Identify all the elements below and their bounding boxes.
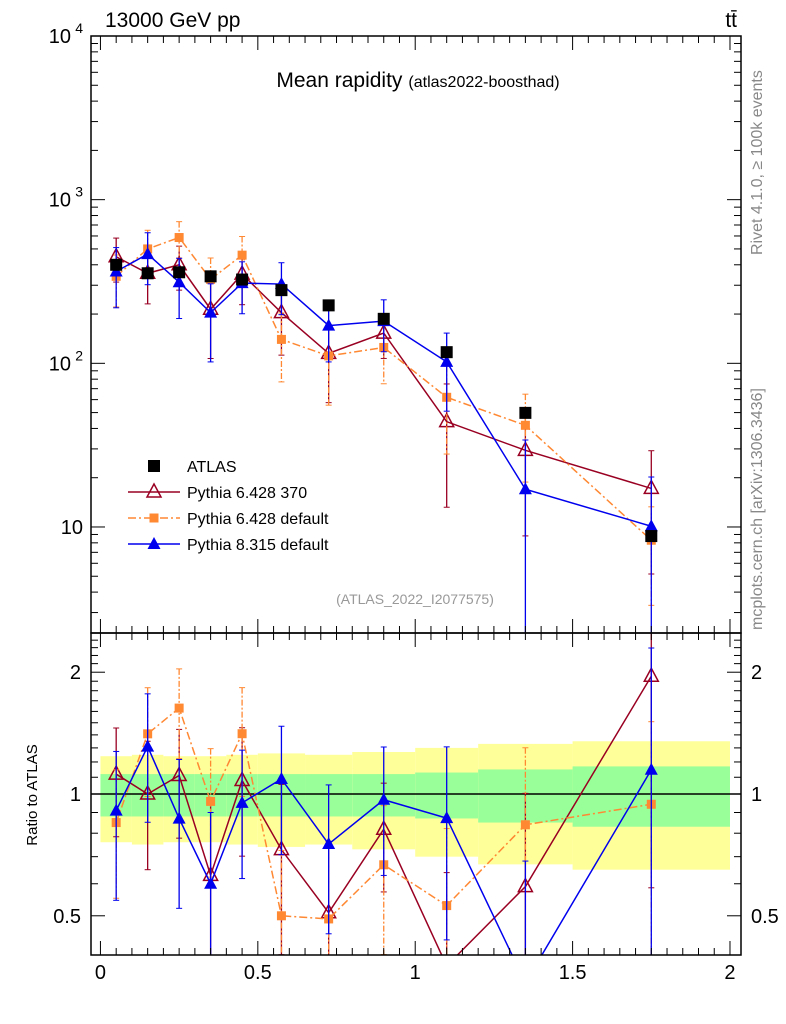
title-sub: (atlas2022-boosthad) [408, 74, 559, 91]
series-line-ratio [115, 706, 652, 920]
ratio-point [440, 811, 454, 824]
y-tick-label: 10 [49, 190, 71, 212]
data-point [322, 299, 335, 312]
legend-label: Pythia 8.315 default [187, 537, 329, 554]
header-left: 13000 GeV pp [105, 9, 240, 32]
data-point [110, 258, 123, 271]
y-tick-label: 10 [49, 353, 71, 375]
legend-marker [148, 460, 160, 472]
data-point [204, 305, 218, 318]
data-point [322, 318, 336, 331]
data-point [236, 273, 249, 286]
ratio-point [322, 837, 336, 850]
data-point [520, 420, 530, 430]
data-point [172, 275, 186, 288]
legend-entry: ATLAS [148, 459, 237, 476]
watermark: (ATLAS_2022_I2077575) [336, 591, 494, 607]
ratio-point [141, 739, 155, 752]
data-point [645, 530, 658, 543]
data-point [275, 284, 288, 297]
legend-marker [149, 513, 159, 523]
legend-label: Pythia 6.428 default [187, 511, 329, 528]
ratio-point [235, 795, 249, 808]
y-tick-exponent: 4 [75, 20, 83, 36]
ratio-point [520, 820, 530, 830]
data-point [644, 519, 658, 532]
y-tick-exponent: 2 [75, 347, 83, 363]
x-tick-label: 2 [724, 962, 735, 984]
legend-label: Pythia 6.428 370 [187, 485, 307, 502]
legend: ATLAS Pythia 6.428 370 Pythia 6.428 defaul… [128, 459, 329, 554]
ratio-point [206, 796, 216, 806]
ratio-point [204, 876, 218, 889]
data-point [440, 354, 454, 367]
data-point [276, 334, 286, 344]
mcplots-label: mcplots.cern.ch [arXiv:1306.3436] [749, 388, 766, 630]
data-point [440, 346, 453, 359]
y-tick-exponent: 3 [75, 184, 83, 200]
rivet-label: Rivet 4.1.0, ≥ 100k events [749, 70, 766, 255]
ratio-point [172, 811, 186, 824]
legend-entry: Pythia 6.428 370 [128, 482, 307, 502]
data-point [519, 406, 532, 419]
ratio-point [109, 803, 123, 816]
chart-title: Mean rapidity (atlas2022-boosthad) [276, 69, 559, 92]
data-point [518, 482, 532, 495]
x-tick-label: 1 [410, 962, 421, 984]
legend-entry: Pythia 8.315 default [128, 537, 329, 554]
y-tick-label: 10 [61, 517, 83, 539]
x-tick-label: 0.5 [244, 962, 272, 984]
title-main: Mean rapidity [276, 69, 403, 92]
data-point [377, 312, 390, 325]
data-point [204, 270, 217, 283]
legend-label: ATLAS [187, 459, 237, 476]
header-right: tt̄ [725, 9, 737, 32]
x-tick-label: 1.5 [559, 962, 587, 984]
ratio-tick-label: 1 [70, 784, 81, 806]
ratio-point [237, 729, 247, 739]
ratio-point [274, 771, 288, 784]
data-marks [107, 221, 660, 955]
legend-entry: Pythia 6.428 default [128, 511, 329, 528]
y-tick-label: 10 [49, 26, 71, 48]
ratio-point [276, 911, 286, 921]
data-point [173, 266, 186, 279]
data-point [141, 267, 154, 280]
ratio-tick-label: 0.5 [53, 906, 81, 928]
ratio-tick-label: 2 [70, 662, 81, 684]
ratio-tick-label: 2 [751, 662, 762, 684]
data-point [174, 233, 184, 243]
legend-marker [147, 537, 161, 549]
ratio-tick-label: 0.5 [751, 906, 779, 928]
main-panel-marks [107, 221, 660, 633]
x-tick-label: 0 [95, 962, 106, 984]
legend-marker [145, 482, 163, 498]
ratio-point [377, 792, 391, 805]
ratio-panel-marks [107, 633, 660, 955]
ratio-point [644, 762, 658, 775]
ratio-point [174, 703, 184, 713]
data-point [237, 250, 247, 260]
ratio-ylabel: Ratio to ATLAS [24, 744, 41, 845]
ratio-tick-label: 1 [751, 784, 762, 806]
data-point [141, 247, 155, 260]
